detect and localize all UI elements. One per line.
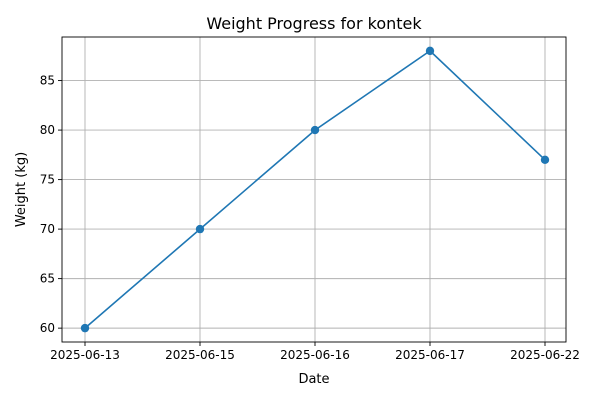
y-tick-label: 75 xyxy=(40,173,55,187)
chart-title: Weight Progress for kontek xyxy=(206,14,422,33)
tick-layer: 2025-06-13 2025-06-15 2025-06-16 2025-06-17… xyxy=(40,74,580,362)
grid-layer xyxy=(62,37,566,342)
y-tick-label: 60 xyxy=(40,321,55,335)
data-point xyxy=(80,323,90,333)
x-axis-label: Date xyxy=(298,372,329,387)
data-point xyxy=(195,224,205,234)
x-tick-label: 2025-06-15 xyxy=(165,348,235,362)
x-tick-label: 2025-06-13 xyxy=(50,348,120,362)
y-tick-label: 65 xyxy=(40,272,55,286)
data-point xyxy=(540,155,550,164)
x-tick-label: 2025-06-16 xyxy=(280,348,350,362)
series-layer xyxy=(80,46,550,333)
y-tick-label: 80 xyxy=(40,123,55,137)
x-tick-label: 2025-06-22 xyxy=(510,348,580,362)
x-tick-label: 2025-06-17 xyxy=(395,348,465,362)
data-point xyxy=(425,46,435,56)
y-tick-label: 70 xyxy=(40,222,55,236)
y-axis-label: Weight (kg) xyxy=(14,152,29,227)
plot-area-frame xyxy=(61,36,567,343)
y-tick-label: 85 xyxy=(40,74,55,88)
data-point xyxy=(310,125,320,135)
